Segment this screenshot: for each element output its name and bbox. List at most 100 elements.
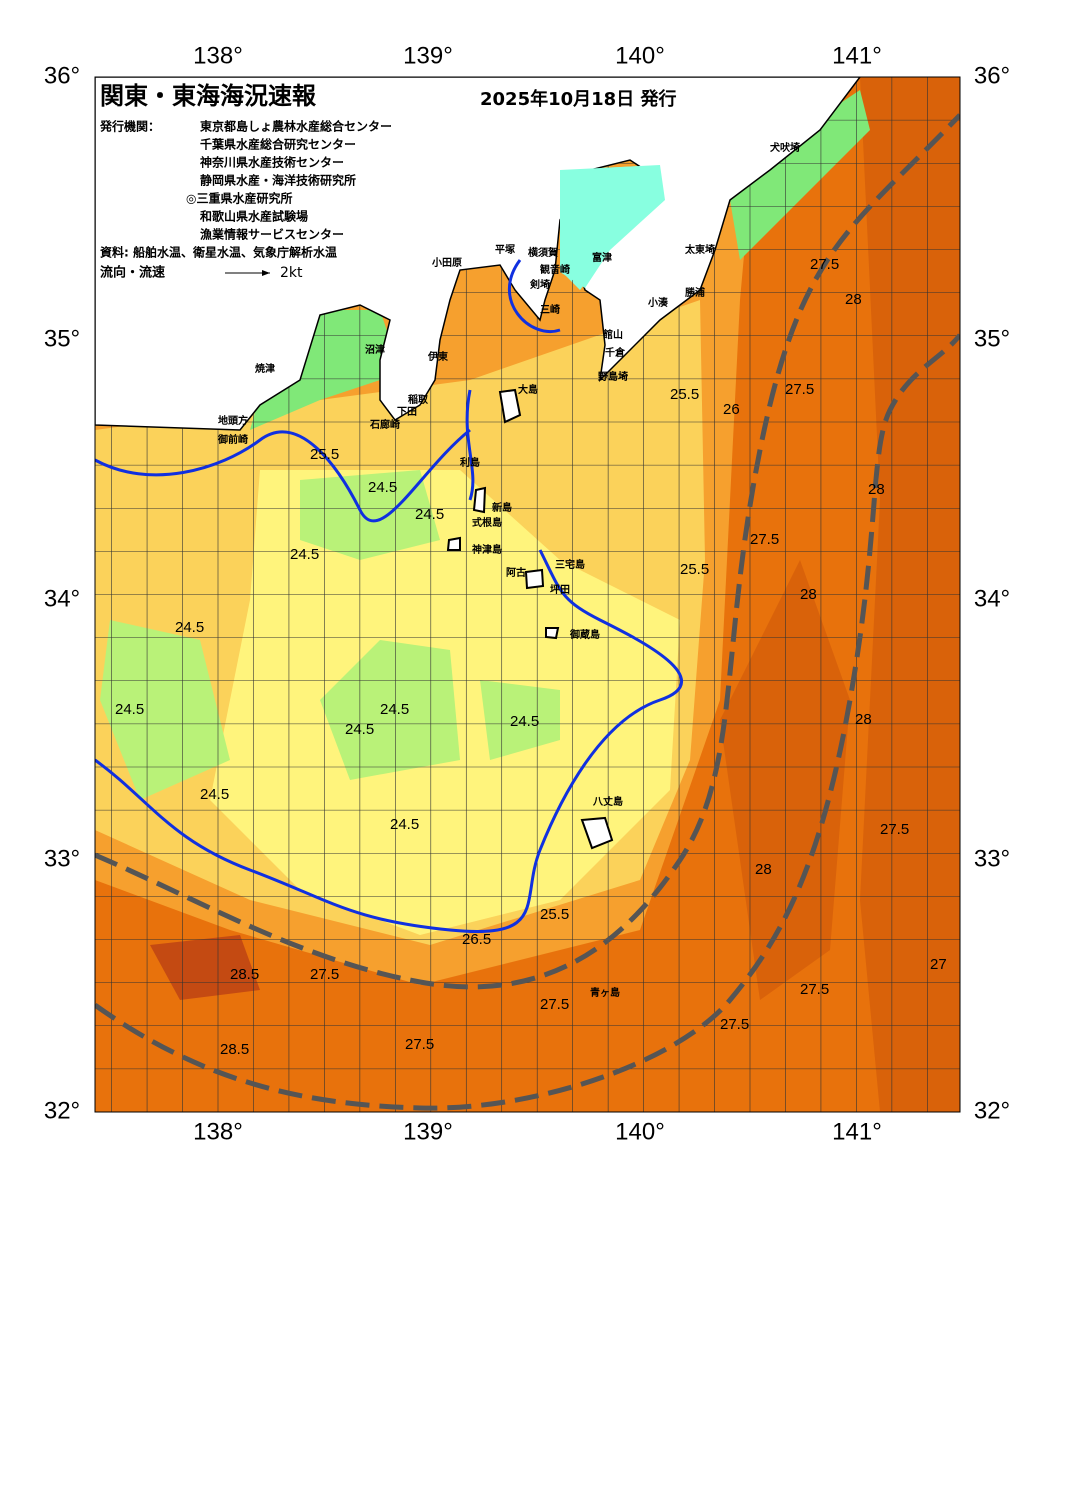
contour-label: 27.5 xyxy=(540,996,569,1013)
issuer: 漁業情報サービスセンター xyxy=(200,227,344,242)
contour-label: 25.5 xyxy=(670,386,699,403)
place-name: 伊東 xyxy=(427,350,448,363)
place-name: 横須賀 xyxy=(528,246,558,259)
place-name: 下田 xyxy=(397,406,417,418)
place-name: 観音崎 xyxy=(540,263,570,276)
contour-label: 28.5 xyxy=(220,1041,249,1058)
legend-arrow-head xyxy=(262,270,270,276)
place-name: 神津島 xyxy=(472,543,502,556)
place-name: 御前崎 xyxy=(217,433,248,446)
kuroshio-axis xyxy=(95,113,960,990)
issuer: 神奈川県水産技術センター xyxy=(200,155,344,170)
lat-label: 35° xyxy=(44,325,80,352)
contour-label: 24.5 xyxy=(290,546,319,563)
sea-zone xyxy=(150,935,260,1000)
contour-label: 25.5 xyxy=(680,561,709,578)
contour-label: 24.5 xyxy=(510,713,539,730)
contour-label: 26 xyxy=(723,401,740,418)
contour-label: 24.5 xyxy=(200,786,229,803)
legend-scale: 2kt xyxy=(280,265,303,281)
contour-label: 25.5 xyxy=(540,906,569,923)
place-name: 地頭方 xyxy=(218,414,248,427)
lat-label: 36° xyxy=(974,62,1010,89)
contour-label: 24.5 xyxy=(368,479,397,496)
contour-label: 24.5 xyxy=(115,701,144,718)
island xyxy=(446,388,614,850)
issuer-label: 発行機関： xyxy=(99,119,160,134)
source: 資料: 船舶水温、衛星水温、気象庁解析水温 xyxy=(100,245,337,260)
contour-label: 28.5 xyxy=(230,966,259,983)
contour-label: 27.5 xyxy=(750,531,779,548)
issue-date: 2025年10月18日 発行 xyxy=(480,88,676,110)
issuer: ◎三重県水産研究所 xyxy=(186,191,292,206)
lon-label: 139° xyxy=(403,1118,453,1145)
place-name: 犬吠埼 xyxy=(770,141,800,154)
lon-label: 140° xyxy=(615,1118,665,1145)
contour-label: 28 xyxy=(755,861,772,878)
contour-label: 27.5 xyxy=(720,1016,749,1033)
lon-label: 138° xyxy=(193,42,243,69)
lon-label: 141° xyxy=(832,1118,882,1145)
map-body xyxy=(95,77,960,1112)
place-name: 稲取 xyxy=(408,393,429,406)
place-name: 太東埼 xyxy=(684,243,715,256)
place-name: 小湊 xyxy=(647,296,669,309)
contour-label: 28 xyxy=(868,481,885,498)
lat-label: 32° xyxy=(44,1097,80,1124)
place-name: 坪田 xyxy=(550,583,570,596)
place-name: 式根島 xyxy=(472,516,502,529)
lat-label: 33° xyxy=(44,845,80,872)
lon-label: 138° xyxy=(193,1118,243,1145)
lat-label: 33° xyxy=(974,845,1010,872)
issuer: 静岡県水産・海洋技術研究所 xyxy=(200,173,356,188)
place-name: 富津 xyxy=(592,251,612,264)
place-name: 三崎 xyxy=(540,303,560,316)
frame xyxy=(94,76,961,1113)
place-name: 千倉 xyxy=(605,346,626,359)
coast-zone xyxy=(730,90,870,260)
contour-label: 28 xyxy=(800,586,817,603)
lon-label: 140° xyxy=(615,42,665,69)
issuer: 和歌山県水産試験場 xyxy=(199,209,308,224)
issuer: 東京都島しょ農林水産総合センター xyxy=(200,119,392,134)
place-name: 青ヶ島 xyxy=(590,986,620,999)
lon-label: 139° xyxy=(403,42,453,69)
place-name: 平塚 xyxy=(495,243,515,256)
place-name: 剣埼 xyxy=(529,278,550,291)
sea-zone xyxy=(100,470,560,800)
place-name: 野島埼 xyxy=(598,370,628,383)
contour-label: 27.5 xyxy=(800,981,829,998)
lon-label: 141° xyxy=(832,42,882,69)
contour-label: 27.5 xyxy=(310,966,339,983)
place-name: 利島 xyxy=(460,456,480,469)
contour-label: 24.5 xyxy=(175,619,204,636)
land xyxy=(95,77,861,431)
contour-label: 25.5 xyxy=(310,446,339,463)
place-name: 勝浦 xyxy=(685,286,705,299)
bay xyxy=(560,165,665,288)
title: 関東・東海海況速報 xyxy=(100,82,317,110)
contour-label: 28 xyxy=(855,711,872,728)
place-name: 阿古 xyxy=(506,566,526,579)
place-name: 館山 xyxy=(602,328,623,341)
contour-label: 24.5 xyxy=(415,506,444,523)
contour-label: 26.5 xyxy=(462,931,491,948)
lat-label: 34° xyxy=(974,585,1010,612)
contour-label: 27.5 xyxy=(405,1036,434,1053)
contour-label: 27.5 xyxy=(810,256,839,273)
contour-label: 27.5 xyxy=(785,381,814,398)
place-name: 石廊崎 xyxy=(369,418,400,431)
lat-label: 36° xyxy=(44,62,80,89)
place-name: 大島 xyxy=(518,383,538,396)
contour-label: 27.5 xyxy=(880,821,909,838)
place-name: 焼津 xyxy=(255,362,275,375)
contour-label: 24.5 xyxy=(345,721,374,738)
place-name: 新島 xyxy=(492,501,512,514)
contour-label: 28 xyxy=(845,291,862,308)
contour-line xyxy=(95,259,684,933)
place-name: 八丈島 xyxy=(592,795,623,808)
contour-label: 24.5 xyxy=(380,701,409,718)
kuroshio-axis xyxy=(95,333,960,1111)
